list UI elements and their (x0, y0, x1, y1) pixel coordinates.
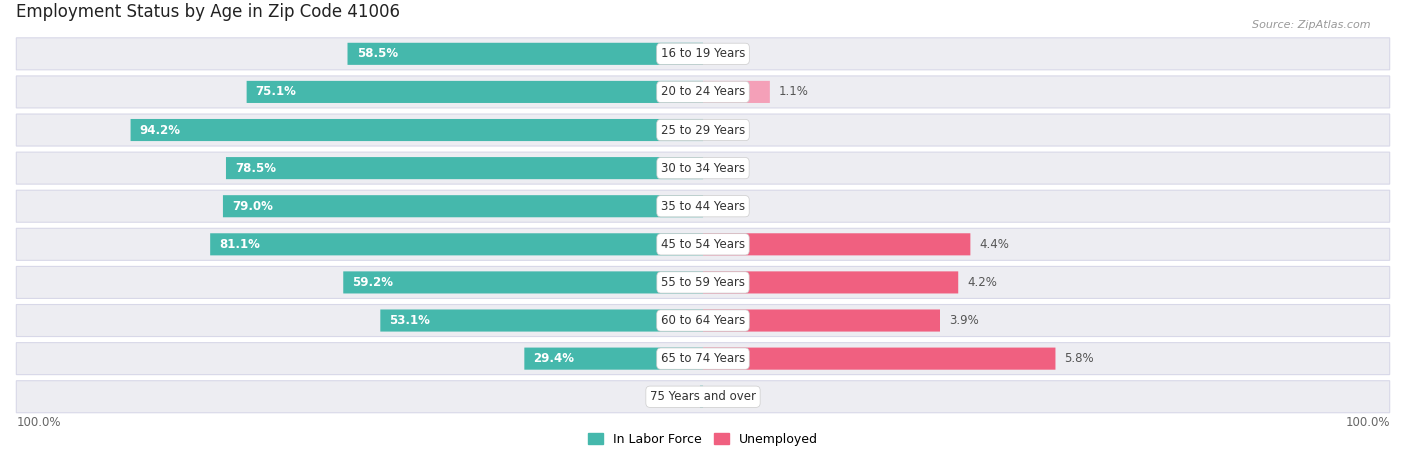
FancyBboxPatch shape (17, 381, 1389, 413)
FancyBboxPatch shape (17, 228, 1389, 260)
Text: 0.0%: 0.0% (713, 200, 742, 213)
FancyBboxPatch shape (224, 195, 703, 217)
FancyBboxPatch shape (17, 152, 1389, 184)
Text: 30 to 34 Years: 30 to 34 Years (661, 161, 745, 175)
FancyBboxPatch shape (703, 272, 959, 294)
Text: 100.0%: 100.0% (1346, 416, 1389, 429)
FancyBboxPatch shape (17, 304, 1389, 336)
Text: 1.1%: 1.1% (779, 85, 808, 98)
Text: 0.0%: 0.0% (713, 124, 742, 137)
FancyBboxPatch shape (524, 348, 703, 370)
Text: 35 to 44 Years: 35 to 44 Years (661, 200, 745, 213)
Text: 75 Years and over: 75 Years and over (650, 390, 756, 403)
Text: 0.5%: 0.5% (661, 390, 690, 403)
Text: 20 to 24 Years: 20 to 24 Years (661, 85, 745, 98)
FancyBboxPatch shape (347, 43, 703, 65)
Text: 3.9%: 3.9% (949, 314, 979, 327)
Text: 59.2%: 59.2% (353, 276, 394, 289)
FancyBboxPatch shape (17, 114, 1389, 146)
FancyBboxPatch shape (17, 76, 1389, 108)
FancyBboxPatch shape (703, 81, 770, 103)
FancyBboxPatch shape (17, 343, 1389, 375)
FancyBboxPatch shape (380, 309, 703, 331)
Text: 94.2%: 94.2% (139, 124, 181, 137)
Text: 81.1%: 81.1% (219, 238, 260, 251)
Text: 79.0%: 79.0% (232, 200, 273, 213)
FancyBboxPatch shape (343, 272, 703, 294)
Text: 29.4%: 29.4% (533, 352, 575, 365)
FancyBboxPatch shape (703, 348, 1056, 370)
FancyBboxPatch shape (17, 38, 1389, 70)
Text: 75.1%: 75.1% (256, 85, 297, 98)
FancyBboxPatch shape (131, 119, 703, 141)
FancyBboxPatch shape (703, 309, 941, 331)
FancyBboxPatch shape (209, 233, 703, 255)
Text: 45 to 54 Years: 45 to 54 Years (661, 238, 745, 251)
Text: 60 to 64 Years: 60 to 64 Years (661, 314, 745, 327)
Text: 55 to 59 Years: 55 to 59 Years (661, 276, 745, 289)
Text: 5.8%: 5.8% (1064, 352, 1094, 365)
FancyBboxPatch shape (17, 190, 1389, 222)
Text: 100.0%: 100.0% (17, 416, 60, 429)
FancyBboxPatch shape (226, 157, 703, 179)
Text: 4.4%: 4.4% (980, 238, 1010, 251)
Text: 4.2%: 4.2% (967, 276, 997, 289)
Text: 65 to 74 Years: 65 to 74 Years (661, 352, 745, 365)
FancyBboxPatch shape (703, 233, 970, 255)
Text: 25 to 29 Years: 25 to 29 Years (661, 124, 745, 137)
Legend: In Labor Force, Unemployed: In Labor Force, Unemployed (583, 428, 823, 451)
Text: 0.0%: 0.0% (713, 161, 742, 175)
Text: Employment Status by Age in Zip Code 41006: Employment Status by Age in Zip Code 410… (17, 4, 401, 22)
FancyBboxPatch shape (246, 81, 703, 103)
FancyBboxPatch shape (700, 386, 703, 408)
Text: 0.0%: 0.0% (713, 47, 742, 60)
Text: 16 to 19 Years: 16 to 19 Years (661, 47, 745, 60)
Text: 53.1%: 53.1% (389, 314, 430, 327)
Text: 78.5%: 78.5% (235, 161, 276, 175)
Text: 0.0%: 0.0% (713, 390, 742, 403)
FancyBboxPatch shape (17, 267, 1389, 299)
Text: Source: ZipAtlas.com: Source: ZipAtlas.com (1253, 20, 1371, 30)
Text: 58.5%: 58.5% (357, 47, 398, 60)
